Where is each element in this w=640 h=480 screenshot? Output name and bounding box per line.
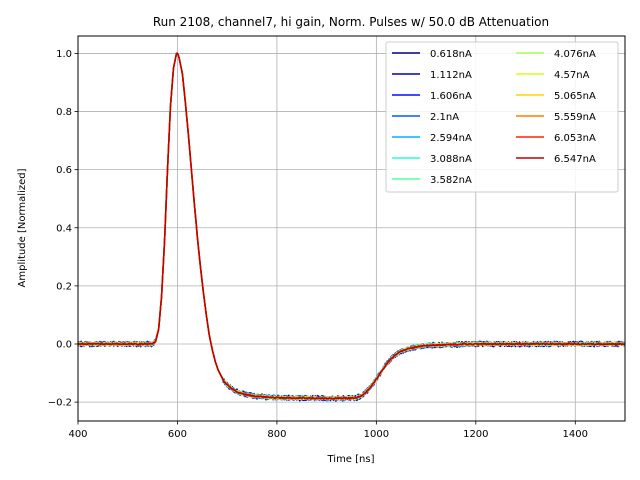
y-tick-label: 0.4	[56, 223, 72, 234]
y-tick-label: −0.2	[48, 398, 72, 409]
legend-label: 4.57nA	[554, 70, 590, 81]
axis-ticks: 400 600 800 1000 1200 1400 −0.2 0.0 0.2 0.4 0.6 0.8…	[48, 49, 588, 440]
x-tick-label: 400	[68, 429, 87, 440]
y-tick-label: 0.8	[56, 107, 72, 118]
x-axis-label: Time [ns]	[326, 454, 374, 465]
legend-label: 5.559nA	[554, 112, 596, 123]
series-lines	[77, 52, 626, 402]
plot-frame	[77, 35, 626, 422]
legend-label: 6.053nA	[554, 133, 596, 144]
legend-label: 3.088nA	[430, 154, 472, 165]
x-tick-label: 800	[267, 429, 286, 440]
y-tick-label: 0.0	[56, 340, 72, 351]
x-tick-label: 1200	[463, 429, 488, 440]
legend-label: 1.606nA	[430, 91, 472, 102]
y-axis-label: Amplitude [Normalized]	[17, 168, 28, 287]
chart-title: Run 2108, channel7, hi gain, Norm. Pulse…	[153, 15, 549, 29]
x-tick-label: 1400	[563, 429, 588, 440]
y-tick-label: 1.0	[56, 49, 72, 60]
legend-label: 2.594nA	[430, 133, 472, 144]
x-tick-label: 600	[168, 429, 187, 440]
legend-label: 3.582nA	[430, 175, 472, 186]
legend-label: 4.076nA	[554, 49, 596, 60]
series-line-13	[77, 52, 626, 400]
legend-box	[385, 41, 619, 193]
legend-label: 2.1nA	[430, 112, 459, 123]
legend-label: 0.618nA	[430, 49, 472, 60]
legend-label: 5.065nA	[554, 91, 596, 102]
legend-label: 6.547nA	[554, 154, 596, 165]
legend: 0.618nA 1.112nA 1.606nA 2.1nA 2.594nA 3.088nA…	[385, 41, 619, 193]
y-tick-label: 0.2	[56, 281, 72, 292]
legend-label: 1.112nA	[430, 70, 472, 81]
x-tick-label: 1000	[364, 429, 389, 440]
y-tick-label: 0.6	[56, 165, 72, 176]
